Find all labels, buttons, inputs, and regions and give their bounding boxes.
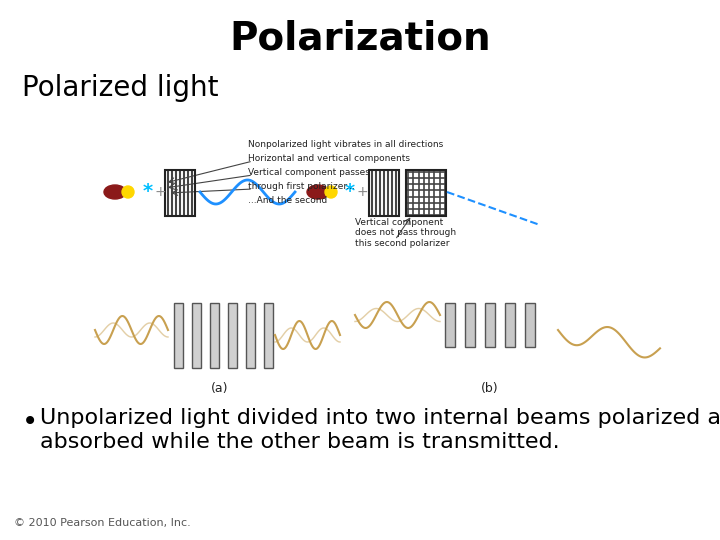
Polygon shape	[465, 303, 475, 347]
Polygon shape	[485, 303, 495, 347]
Text: (b): (b)	[481, 382, 499, 395]
Text: +: +	[356, 185, 368, 199]
Text: © 2010 Pearson Education, Inc.: © 2010 Pearson Education, Inc.	[14, 518, 191, 528]
Bar	[165, 170, 195, 216]
Text: Polarized light: Polarized light	[22, 74, 218, 102]
Circle shape	[325, 186, 337, 198]
Text: Polarization: Polarization	[229, 19, 491, 57]
Text: Unpolarized light divided into two internal beams polarized at right angles to e: Unpolarized light divided into two inter…	[40, 408, 720, 428]
Bar	[174, 302, 182, 368]
Bar	[228, 302, 236, 368]
Bar	[210, 302, 218, 368]
Text: Vertical component passes: Vertical component passes	[248, 168, 370, 177]
Text: +: +	[154, 185, 166, 199]
Bar	[264, 302, 272, 368]
Text: *: *	[143, 183, 153, 201]
Ellipse shape	[307, 185, 329, 199]
Circle shape	[122, 186, 134, 198]
Ellipse shape	[104, 185, 126, 199]
Polygon shape	[525, 303, 535, 347]
Text: (a): (a)	[211, 382, 229, 395]
Text: •: •	[22, 408, 38, 436]
Bar	[369, 170, 399, 216]
Bar	[406, 170, 446, 216]
Polygon shape	[445, 303, 455, 347]
Bar	[192, 302, 200, 368]
Text: *: *	[345, 183, 355, 201]
Text: Nonpolarized light vibrates in all directions: Nonpolarized light vibrates in all direc…	[248, 140, 444, 149]
Bar	[246, 302, 254, 368]
Text: through first polarizer...: through first polarizer...	[248, 182, 355, 191]
Text: Horizontal and vertical components: Horizontal and vertical components	[248, 154, 410, 163]
Text: absorbed while the other beam is transmitted.: absorbed while the other beam is transmi…	[40, 432, 559, 452]
Text: ...And the second: ...And the second	[248, 196, 328, 205]
Polygon shape	[505, 303, 515, 347]
Text: Vertical component
does not pass through
this second polarizer: Vertical component does not pass through…	[355, 218, 456, 248]
